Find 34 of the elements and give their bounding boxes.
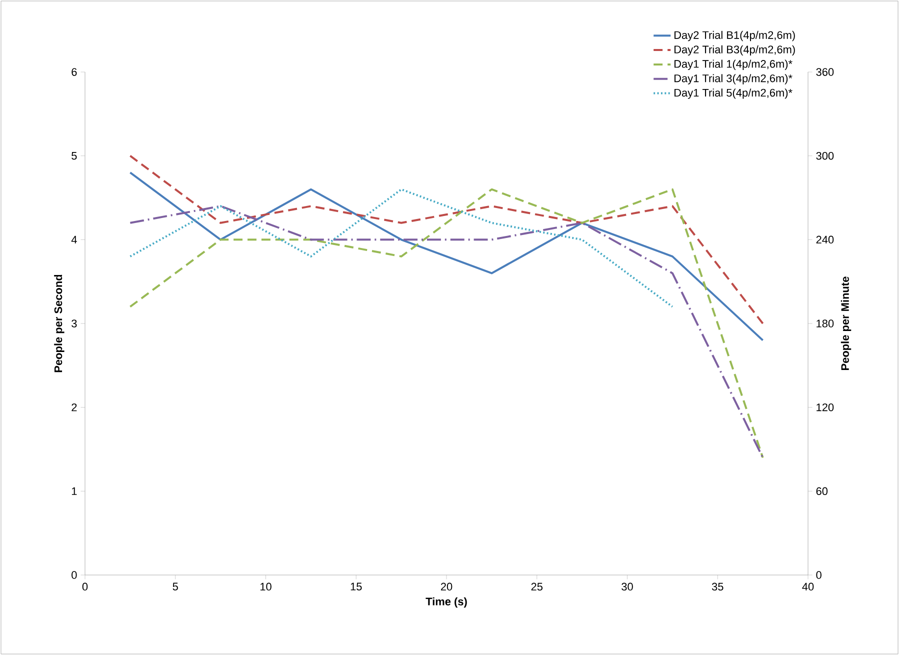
x-tick-label: 5 xyxy=(172,582,178,590)
line-series xyxy=(129,188,674,308)
y-tick-label: 3 xyxy=(72,320,77,328)
x-tick-label: 0 xyxy=(82,582,88,591)
x-tick-label: 15 xyxy=(350,582,362,590)
y2-axis-title: People per Minute xyxy=(840,276,852,370)
y2-tick-label: 240 xyxy=(816,236,834,244)
y-tick-label: 6 xyxy=(72,68,77,76)
line-series xyxy=(129,154,764,324)
y-tick-label: 4 xyxy=(71,236,77,244)
x-tick-label: 35 xyxy=(712,582,724,591)
y-tick-label: 5 xyxy=(72,152,77,160)
legend-label: Day1 Trial 5(4p/m2,6m)* xyxy=(674,88,792,99)
y-tick-label: 1 xyxy=(72,487,77,495)
y2-tick-label: 120 xyxy=(816,403,834,412)
y2-tick-label: 360 xyxy=(816,68,834,76)
x-tick-label: 30 xyxy=(622,582,633,591)
y2-tick-label: 0 xyxy=(816,571,822,579)
x-tick-label: 10 xyxy=(260,582,272,591)
legend-label: Day2 Trial B3(4p/m2,6m) xyxy=(674,45,795,56)
legend-label: Day2 Trial B1(4p/m2,6m) xyxy=(674,30,795,42)
y2-tick-label: 60 xyxy=(816,487,828,496)
x-tick-label: 25 xyxy=(531,582,542,591)
legend-label: Day1 Trial 1(4p/m2,6m)* xyxy=(674,60,792,70)
y-tick-label: 2 xyxy=(72,404,77,412)
legend-label: Day1 Trial 3(4p/m2,6m)* xyxy=(674,74,792,84)
x-axis-title: Time (s) xyxy=(426,597,467,608)
x-tick-label: 40 xyxy=(802,582,814,591)
y-axis-title: People per Second xyxy=(54,274,64,372)
y2-tick-label: 300 xyxy=(816,152,834,160)
line-series xyxy=(129,172,764,342)
x-tick-label: 20 xyxy=(440,582,452,591)
y2-tick-label: 180 xyxy=(816,320,834,328)
y-tick-label: 0 xyxy=(72,571,77,579)
